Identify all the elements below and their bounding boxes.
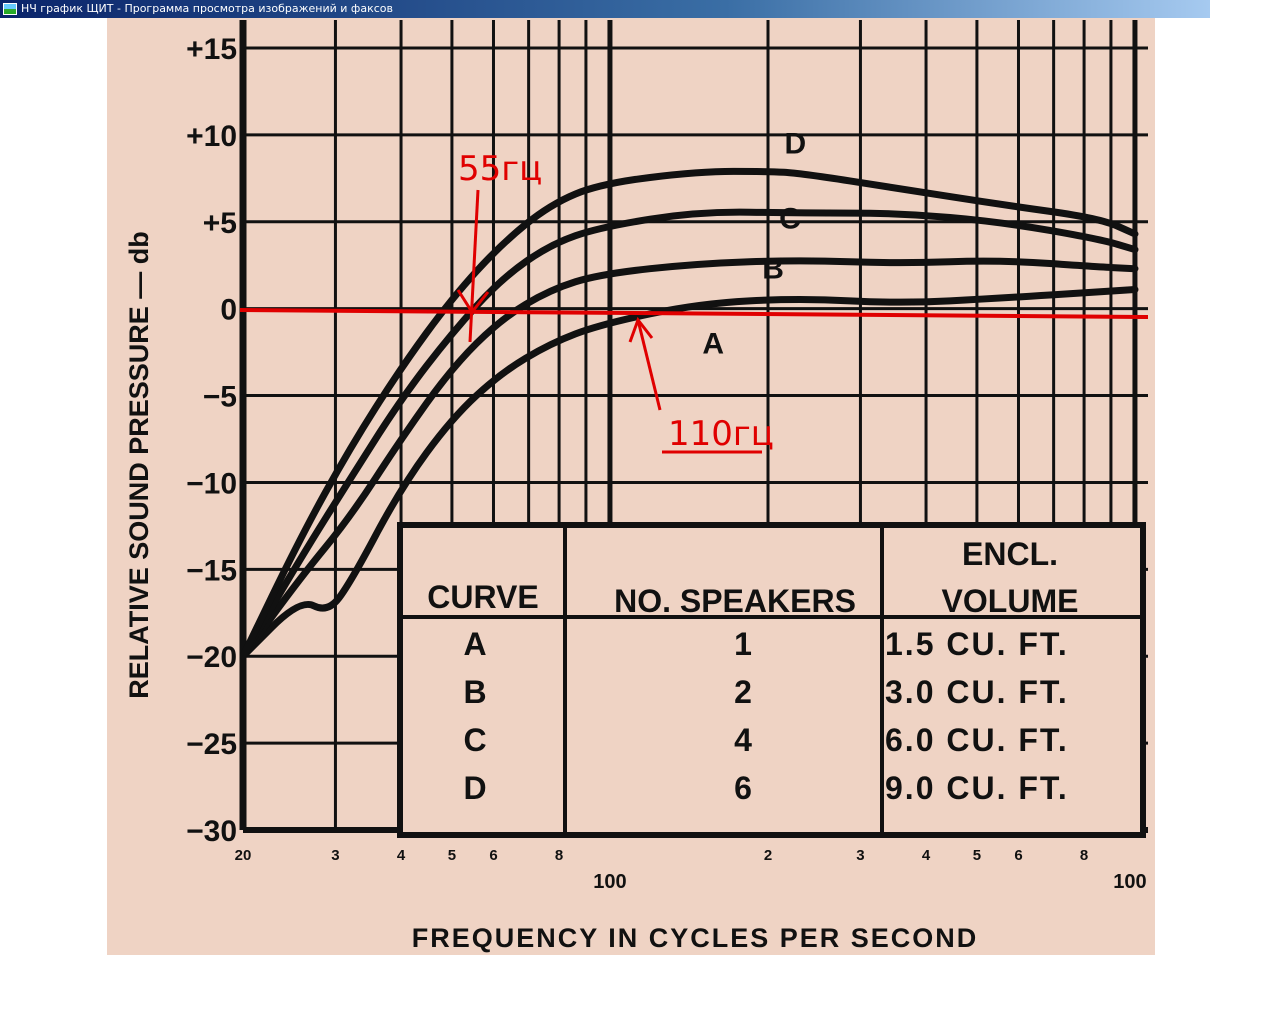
zero-db-red-line — [239, 308, 1149, 319]
table-header-volume: VOLUME — [942, 583, 1079, 619]
table-header-speakers: NO. SPEAKERS — [614, 583, 856, 619]
legend-table: CURVE NO. SPEAKERS ENCL. VOLUME A 1 1.5 CU. FT… — [397, 522, 1146, 838]
curve-D — [239, 167, 1139, 660]
table-cell-speakers: 1 — [734, 626, 752, 662]
image-viewer-icon — [3, 3, 17, 15]
curve-label-C: C — [779, 202, 801, 235]
table-cell-volume: 3.0 CU. FT. — [885, 674, 1069, 710]
annotation-55hz-arrow — [468, 189, 480, 343]
annotations: 55гц 110гц — [239, 149, 1149, 454]
x-tick-label: 100 — [1113, 871, 1146, 893]
table-cell-speakers: 6 — [734, 770, 752, 806]
x-tick-label: 4 — [922, 847, 931, 864]
y-tick-label: −10 — [186, 467, 237, 500]
table-cell-curve: B — [463, 674, 486, 710]
x-axis-title: FREQUENCY IN CYCLES PER SECOND — [412, 923, 979, 953]
window-title: НЧ график ЩИТ - Программа просмотра изоб… — [21, 2, 393, 15]
arrow-head-icon — [628, 316, 654, 343]
curve-label-D: D — [784, 128, 806, 161]
curves: A BC D — [239, 128, 1139, 660]
y-tick-label: −25 — [186, 728, 237, 761]
annotation-110hz: 110гц — [668, 414, 774, 454]
table-cell-volume: 1.5 CU. FT. — [885, 626, 1069, 662]
y-tick-label: −15 — [186, 554, 237, 587]
table-cell-volume: 6.0 CU. FT. — [885, 722, 1069, 758]
title-bar: НЧ график ЩИТ - Программа просмотра изоб… — [0, 0, 1210, 18]
y-tick-label: +10 — [186, 120, 237, 153]
curve-A — [239, 286, 1139, 660]
x-tick-label: 4 — [397, 847, 406, 864]
y-tick-label: −5 — [203, 381, 237, 414]
table-header-curve: CURVE — [427, 579, 538, 615]
x-tick-label: 6 — [489, 847, 497, 864]
x-tick-label: 5 — [973, 847, 981, 864]
y-tick-label: 0 — [220, 294, 237, 327]
y-tick-label: −20 — [186, 641, 237, 674]
table-cell-speakers: 2 — [734, 674, 752, 710]
annotation-55hz: 55гц — [458, 149, 542, 189]
table-cell-curve: D — [463, 770, 486, 806]
table-header-encl: ENCL. — [962, 536, 1058, 572]
x-tick-label: 8 — [1080, 847, 1088, 864]
y-tick-label: +15 — [186, 33, 237, 66]
arrow-head-icon — [456, 289, 490, 315]
table-cell-curve: C — [463, 722, 486, 758]
x-tick-label: 100 — [593, 871, 626, 893]
table-cell-curve: A — [463, 626, 486, 662]
x-tick-label: 6 — [1014, 847, 1022, 864]
y-tick-label: −30 — [186, 815, 237, 848]
curve-label-A: A — [702, 327, 724, 360]
table-cell-volume: 9.0 CU. FT. — [885, 770, 1069, 806]
curve-C — [239, 208, 1139, 660]
x-tick-label: 20 — [235, 847, 252, 864]
x-tick-label: 3 — [856, 847, 864, 864]
table-box — [397, 522, 1146, 838]
annotation-110hz-arrow — [636, 319, 662, 411]
x-tick-label: 3 — [331, 847, 339, 864]
x-tick-label: 2 — [764, 847, 772, 864]
x-tick-label: 8 — [555, 847, 563, 864]
table-cell-speakers: 4 — [734, 722, 752, 758]
y-axis-title: RELATIVE SOUND PRESSURE — db — [124, 231, 154, 699]
y-tick-label: +5 — [203, 207, 237, 240]
curve-B — [239, 257, 1139, 660]
x-tick-label: 5 — [448, 847, 456, 864]
curve-label-B: B — [762, 253, 784, 286]
